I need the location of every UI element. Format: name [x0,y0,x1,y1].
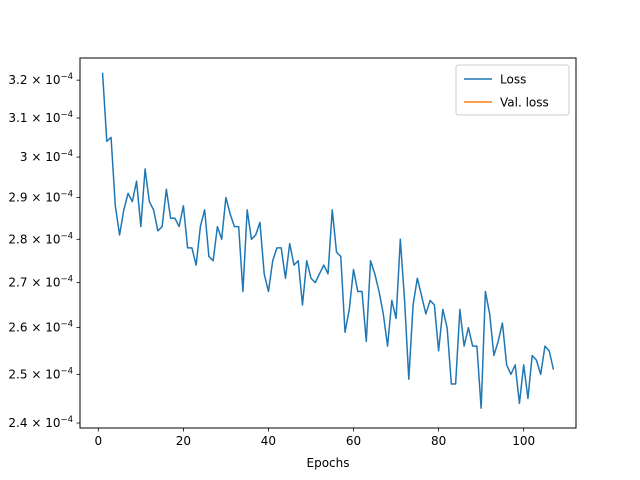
y-tick-label: 3 × 10−4 [20,149,73,164]
y-tick-label: 3.1 × 10−4 [8,110,73,125]
x-axis: 0 20 40 60 80 100 [94,428,535,448]
axes-frame [79,57,577,429]
x-axis-label: Epochs [307,456,350,470]
x-tick-label: 40 [261,434,276,448]
legend-label-1: Val. loss [500,96,549,110]
x-tick-label: 80 [431,434,446,448]
y-tick-label: 2.5 × 10−4 [8,366,73,381]
y-axis: 2.4 × 10−4 2.5 × 10−4 2.6 × 10−4 2.7 × 10−4… [8,72,80,430]
legend-label-0: Loss [500,73,526,87]
legend: Loss Val. loss [455,64,570,116]
y-tick-label: 2.8 × 10−4 [8,231,73,246]
plot-area [101,72,555,409]
x-tick-label: 100 [512,434,535,448]
y-tick-label: 2.7 × 10−4 [8,275,73,290]
x-tick-label: 0 [94,434,102,448]
y-tick-label: 3.2 × 10−4 [8,72,73,87]
y-tick-label: 2.6 × 10−4 [8,320,73,335]
y-tick-label: 2.9 × 10−4 [8,189,73,204]
x-tick-label: 60 [346,434,361,448]
x-tick-label: 20 [176,434,191,448]
series-line-0 [101,72,555,409]
y-tick-label: 2.4 × 10−4 [8,415,73,430]
